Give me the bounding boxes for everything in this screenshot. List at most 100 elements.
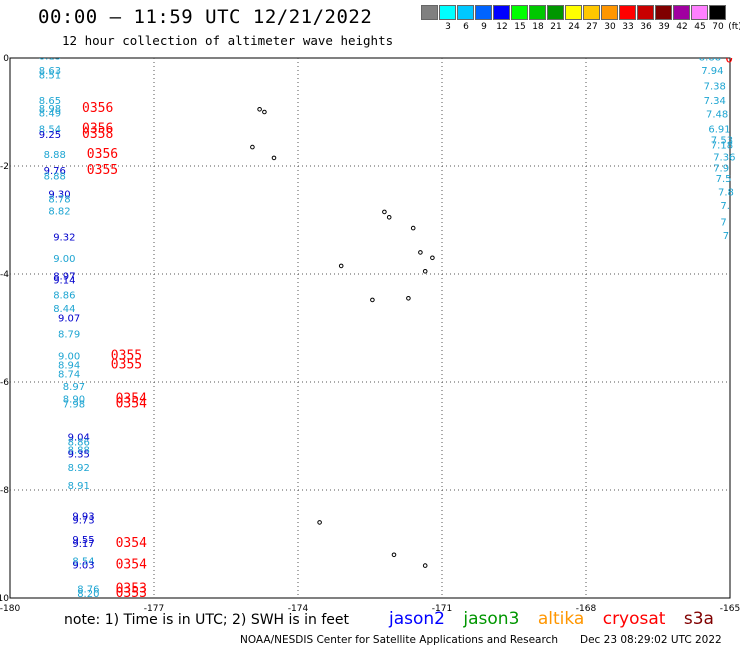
y-tick-label: -6	[0, 378, 9, 388]
observation-time: 0355	[111, 348, 142, 363]
scale-label: 21	[550, 22, 562, 32]
wave-height-value: 9.73	[72, 515, 94, 526]
island-outline	[422, 563, 428, 568]
scale-label: 45	[694, 22, 706, 32]
wave-height-value: 8.76	[77, 585, 99, 596]
wave-height-value: 7.5	[716, 174, 732, 185]
wave-height-value: 8.88	[44, 172, 66, 183]
wave-height-value: 7.18	[711, 141, 733, 152]
scale-unit: (ft)	[728, 22, 740, 32]
scale-swatch	[421, 5, 438, 20]
scale-label: 15	[514, 22, 526, 32]
observation-time: 0354	[116, 557, 147, 572]
island-outline	[317, 520, 322, 525]
wave-height-value: 8.74	[58, 370, 80, 381]
island-outline	[418, 250, 423, 255]
wave-height-value: 8.88	[44, 150, 66, 161]
scale-label: 36	[640, 22, 652, 32]
wave-height-value: 8.44	[53, 304, 75, 315]
scale-swatch	[601, 5, 618, 20]
map-subtitle: 12 hour collection of altimeter wave hei…	[62, 33, 394, 48]
wave-height-value: 8.92	[68, 463, 90, 474]
scale-swatch	[637, 5, 654, 20]
wave-height-value: 8.90	[63, 395, 85, 406]
observation-time: 0353	[116, 586, 147, 601]
scale-label: 9	[481, 22, 487, 32]
wave-height-value: 7.8	[718, 188, 734, 199]
scale-swatch	[619, 5, 636, 20]
wave-height-value: 9.93	[72, 512, 94, 523]
island-outline	[262, 109, 267, 115]
wave-height-value: 7	[723, 231, 729, 242]
observation-time: 0355	[111, 358, 142, 373]
wave-height-value: 7.36	[713, 153, 735, 164]
island-outline	[406, 296, 411, 301]
scale-swatch	[709, 5, 726, 20]
scale-swatch	[439, 5, 456, 20]
scale-label: 24	[568, 22, 580, 32]
wave-height-value: 9.04	[68, 432, 90, 443]
wave-height-value: 8.54	[39, 125, 61, 136]
y-tick-label: -8	[0, 486, 9, 496]
island-outline	[391, 552, 397, 558]
legend-cryosat: cryosat	[602, 609, 666, 629]
wave-height-value: 8.65	[39, 96, 61, 107]
scale-label: 30	[604, 22, 616, 32]
wave-height-value: 9.14	[53, 276, 75, 287]
wave-height-value: 6.91	[708, 125, 730, 136]
legend-s3a: s3a	[683, 609, 714, 629]
scale-swatch	[475, 5, 492, 20]
wave-height-value: 8.82	[48, 207, 70, 218]
observation-time: 0358	[82, 127, 113, 142]
wave-height-value: 8.86	[53, 290, 75, 301]
wave-height-value: 8.20	[77, 589, 99, 600]
wave-height-value: 8.98	[39, 104, 61, 115]
scale-label: 6	[463, 22, 469, 32]
wave-height-value: 8.97	[63, 382, 85, 393]
island-outline	[257, 107, 262, 112]
wave-height-value: 7.9	[713, 163, 729, 174]
island-outline	[410, 225, 416, 231]
wave-height-value: 9.32	[53, 233, 75, 244]
observation-time: 0356	[82, 122, 113, 137]
scale-label: 39	[658, 22, 670, 32]
map-title: 00:00 – 11:59 UTC 12/21/2022	[38, 6, 373, 28]
scale-label: 33	[622, 22, 634, 32]
wave-height-value: 7.53	[711, 135, 733, 146]
observation-time: 0	[725, 51, 733, 66]
y-tick-label: -2	[0, 162, 9, 172]
scale-swatch	[529, 5, 546, 20]
wave-height-value: 8.88	[68, 445, 90, 456]
x-tick-label: -171	[432, 604, 452, 614]
scale-swatch	[583, 5, 600, 20]
satellite-legend: jason2 jason3 altika cryosat s3a	[389, 609, 727, 629]
island-outline	[250, 144, 255, 150]
scale-swatch	[691, 5, 708, 20]
wave-height-value: 7.98	[63, 399, 85, 410]
wave-height-value: 9.00	[58, 351, 80, 362]
scale-swatch	[655, 5, 672, 20]
island-outline	[386, 215, 392, 220]
observation-time: 0356	[87, 147, 118, 162]
y-tick-label: 0	[3, 54, 9, 64]
wave-height-value: 8.63	[39, 66, 61, 77]
scale-label: 27	[586, 22, 598, 32]
observation-time: 0354	[116, 396, 147, 411]
x-tick-label: -177	[144, 604, 164, 614]
scale-swatch	[457, 5, 474, 20]
wave-height-value: 9.00	[53, 254, 75, 265]
wave-height-value: 8.51	[39, 71, 61, 82]
scale-swatch	[673, 5, 690, 20]
observation-time: 0354	[116, 536, 147, 551]
x-tick-label: -165	[720, 604, 740, 614]
island-outline	[370, 297, 375, 303]
wave-height-value: 8.94	[58, 361, 80, 372]
wave-height-value: 8.91	[68, 481, 90, 492]
wave-height-value: 9.55	[72, 535, 94, 546]
wave-height-value: 8.54	[72, 557, 94, 568]
scale-swatch	[511, 5, 528, 20]
scale-label: 18	[532, 22, 544, 32]
wave-height-value: 9.07	[58, 314, 80, 325]
island-outline	[382, 209, 387, 215]
